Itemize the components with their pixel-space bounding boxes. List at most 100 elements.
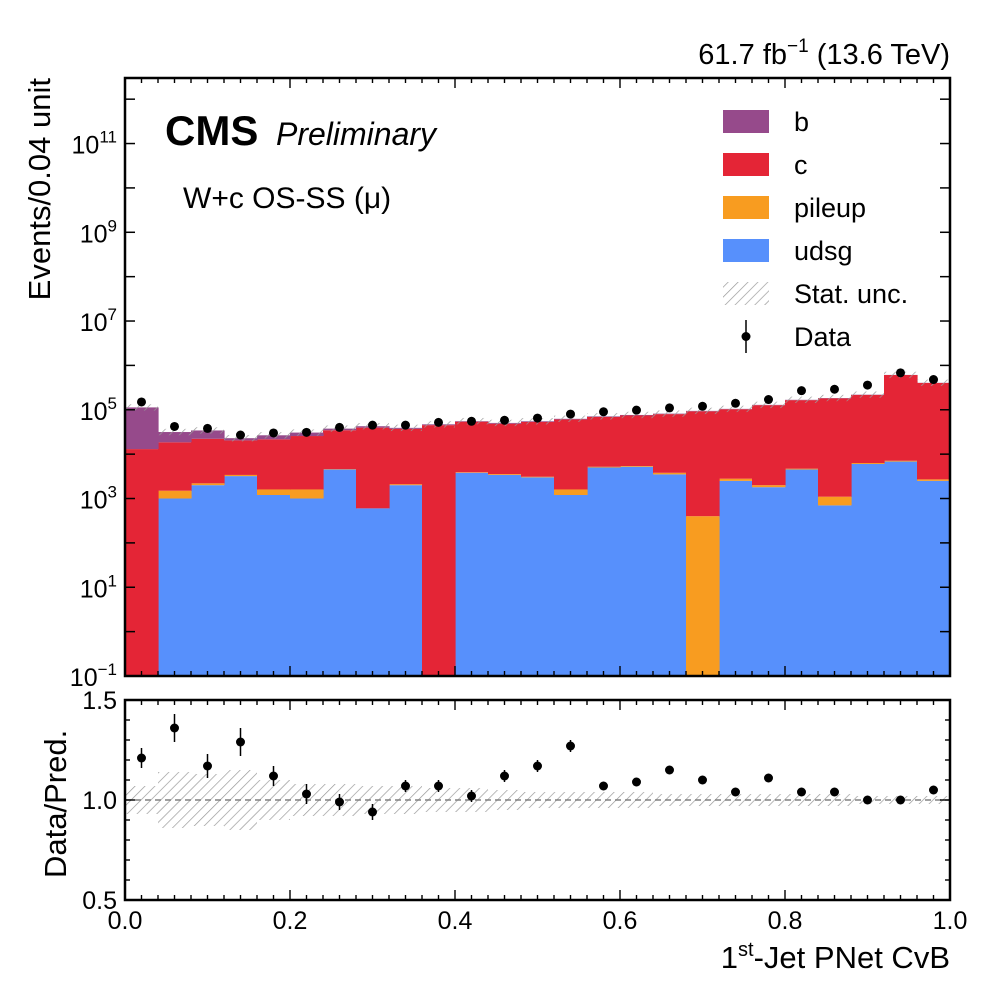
bar-pileup bbox=[554, 489, 588, 496]
main-frame bbox=[123, 76, 952, 678]
bar-udsg bbox=[653, 474, 687, 676]
legend-swatch-c bbox=[723, 153, 769, 176]
bar-b bbox=[125, 407, 159, 450]
bar-udsg bbox=[785, 469, 819, 676]
y-tick-label: 1.0 bbox=[82, 787, 117, 815]
bar-c bbox=[323, 430, 357, 470]
data-point bbox=[236, 430, 245, 440]
data-point bbox=[929, 375, 938, 385]
bar-c bbox=[389, 428, 423, 485]
legend-swatch-pileup bbox=[723, 196, 769, 219]
bar-c bbox=[521, 421, 555, 477]
stat-unc-hatch bbox=[785, 396, 818, 403]
data-point bbox=[533, 413, 542, 423]
data-points bbox=[137, 368, 938, 440]
y-tick-label-base: 10 bbox=[80, 487, 108, 515]
legend-label: udsg bbox=[794, 236, 853, 266]
bar-udsg bbox=[455, 472, 489, 676]
ratio-stat-unc-hatch bbox=[686, 794, 719, 806]
bar-c bbox=[257, 439, 291, 490]
data-point bbox=[830, 384, 839, 394]
y-tick-label: 10−1 bbox=[70, 660, 117, 692]
stat-unc-hatch bbox=[686, 407, 719, 415]
bar-c bbox=[158, 442, 192, 491]
bar-udsg bbox=[917, 480, 950, 676]
y-tick-label: 105 bbox=[80, 394, 117, 426]
bar-pileup bbox=[719, 478, 753, 481]
stat-unc-hatch bbox=[587, 413, 620, 420]
ratio-ylabel: Data/Pred. bbox=[38, 730, 73, 878]
y-tick-label-exponent: 3 bbox=[108, 483, 117, 502]
ratio-point bbox=[368, 807, 377, 817]
bar-pileup bbox=[521, 476, 555, 478]
ratio-point bbox=[533, 761, 542, 771]
bar-udsg bbox=[488, 474, 522, 676]
bar-c bbox=[917, 382, 950, 480]
bar-pileup bbox=[455, 472, 489, 473]
bar-udsg bbox=[158, 498, 192, 676]
ratio-point bbox=[434, 781, 443, 791]
bar-pileup bbox=[752, 485, 786, 488]
ratio-stat-unc-hatch bbox=[917, 796, 950, 804]
legend-label: Stat. unc. bbox=[794, 279, 908, 309]
data-point bbox=[863, 380, 872, 390]
y-tick-label-exponent: 11 bbox=[99, 128, 117, 147]
ratio-point bbox=[137, 753, 146, 763]
bar-c bbox=[686, 411, 720, 517]
bar-udsg bbox=[818, 505, 852, 676]
bar-pileup bbox=[785, 468, 819, 470]
stat-unc-hatch bbox=[851, 391, 884, 398]
y-tick-label-base: 10 bbox=[80, 220, 108, 248]
main-ylabel: Events/0.04 unit bbox=[22, 78, 57, 301]
bar-pileup bbox=[257, 489, 291, 496]
data-point bbox=[269, 428, 278, 438]
bar-c bbox=[719, 409, 753, 479]
bar-c bbox=[851, 394, 885, 464]
legend-label: Data bbox=[794, 322, 852, 352]
bar-pileup bbox=[488, 474, 522, 475]
bar-c bbox=[422, 425, 456, 676]
ratio-point bbox=[236, 737, 245, 747]
bar-udsg bbox=[719, 480, 753, 676]
bar-udsg bbox=[323, 469, 357, 676]
stat-unc-hatch bbox=[158, 428, 191, 436]
ratio-point bbox=[302, 789, 311, 799]
data-point bbox=[566, 409, 575, 419]
legend-label: c bbox=[794, 150, 808, 180]
ratio-point bbox=[269, 771, 278, 781]
bar-udsg bbox=[257, 495, 291, 676]
bar-pileup bbox=[884, 460, 918, 462]
data-point bbox=[434, 417, 443, 427]
data-point bbox=[731, 398, 740, 408]
stat-unc-hatch bbox=[653, 410, 686, 417]
ratio-stat-unc-hatch bbox=[488, 790, 521, 810]
bar-c bbox=[554, 419, 588, 490]
x-tick-label: 1.0 bbox=[933, 907, 968, 935]
stack-bars bbox=[125, 371, 950, 676]
x-tick-label: 0.4 bbox=[438, 907, 473, 935]
data-point bbox=[170, 421, 179, 431]
bar-c bbox=[752, 405, 786, 486]
ratio-point bbox=[632, 777, 641, 787]
data-point bbox=[797, 386, 806, 396]
ratio-stat-unc-hatch bbox=[818, 794, 851, 806]
y-tick-label-base: 10 bbox=[80, 309, 108, 337]
ratio-point bbox=[896, 795, 905, 805]
data-point bbox=[467, 416, 476, 426]
ratio-point bbox=[830, 787, 839, 797]
y-tick-label-base: 10 bbox=[72, 132, 100, 160]
bar-c bbox=[224, 440, 258, 475]
ratio-point bbox=[401, 781, 410, 791]
bar-c bbox=[785, 400, 819, 469]
legend-data-marker bbox=[741, 332, 751, 341]
ratio-frame bbox=[123, 698, 952, 902]
bar-c bbox=[884, 375, 918, 461]
selection-label: W+c OS-SS (μ) bbox=[183, 182, 391, 215]
y-tick-label-base: 10 bbox=[80, 575, 108, 603]
bar-pileup bbox=[290, 489, 324, 499]
bar-c bbox=[620, 415, 654, 467]
lumi-label: 61.7 fb−1 (13.6 TeV) bbox=[698, 36, 950, 71]
ratio-point bbox=[929, 785, 938, 795]
x-tick-label: 0.2 bbox=[273, 907, 308, 935]
